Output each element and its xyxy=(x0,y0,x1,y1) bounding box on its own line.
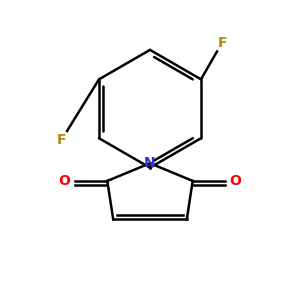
Text: F: F xyxy=(57,133,66,147)
Text: O: O xyxy=(59,174,70,188)
Text: N: N xyxy=(144,156,156,170)
Text: F: F xyxy=(218,35,227,50)
Text: O: O xyxy=(230,174,241,188)
